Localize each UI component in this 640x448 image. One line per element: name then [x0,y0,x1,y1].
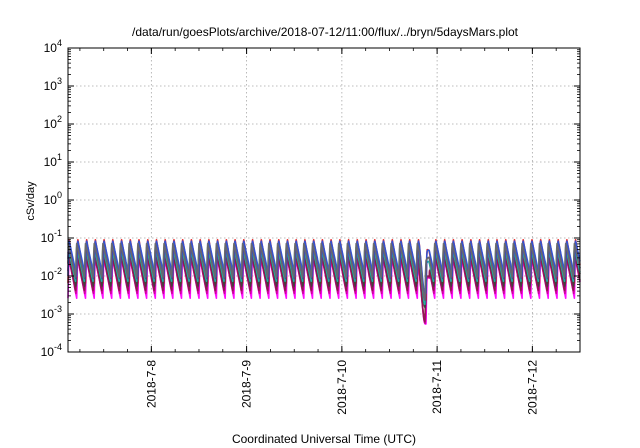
data-series-line [67,246,581,305]
y-tick-label: 10-3 [41,304,62,321]
data-series-line [67,242,581,301]
x-tick-label: 2018-7-12 [525,360,539,415]
x-tick-label: 2018-7-10 [335,360,349,415]
y-tick-label: 101 [44,152,62,169]
x-axis-label: Coordinated Universal Time (UTC) [232,432,416,446]
y-tick-label: 10-4 [41,342,62,359]
y-tick-label: 100 [44,190,62,207]
data-series-line [67,251,581,323]
y-tick-label: 104 [44,38,62,55]
y-axis-label: cSv/day [25,181,37,221]
y-ticks: 10-4 10-3 10-2 10-1 100 101 102 103 104 [41,38,580,359]
x-ticks: 2018-7-8 2018-7-9 2018-7-10 2018-7-11 2018-7… [79,48,557,415]
series-layer [67,239,581,325]
grid [68,48,580,352]
x-tick-label: 2018-7-11 [430,360,444,414]
y-tick-label: 10-1 [41,228,62,245]
y-tick-label: 10-2 [41,266,62,283]
chart-title: /data/run/goesPlots/archive/2018-07-12/1… [132,25,519,39]
x-tick-label: 2018-7-9 [240,360,254,408]
y-tick-label: 102 [44,114,62,131]
x-tick-label: 2018-7-8 [144,360,158,408]
y-tick-label: 103 [44,76,62,93]
